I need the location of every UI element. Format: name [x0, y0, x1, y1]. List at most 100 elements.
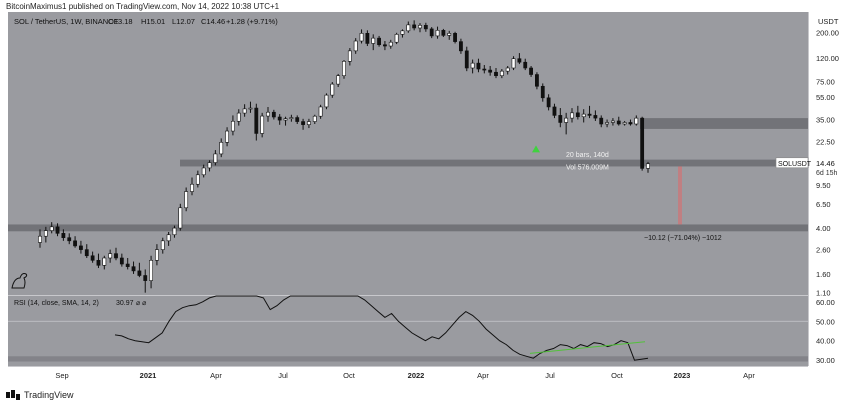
candle-body: [201, 167, 206, 176]
candle-body: [459, 41, 463, 52]
rsi-band: [8, 356, 808, 362]
symbol-tag: [775, 157, 809, 169]
candle-body: [318, 106, 323, 117]
time-tick-label: Apr: [743, 371, 755, 380]
candle-body: [640, 117, 645, 169]
candle-body: [119, 257, 124, 265]
candle-body: [575, 112, 580, 118]
main-panel-background: [8, 12, 808, 295]
candle-body: [207, 162, 212, 169]
candle-body: [266, 111, 270, 117]
candle-body: [125, 263, 130, 267]
tradingview-logo-icon: [6, 390, 20, 400]
rsi-title: RSI (14, close, SMA, 14, 2): [14, 300, 99, 307]
time-tick-label: 2023: [674, 371, 691, 380]
rsi-tick-label: 50.00: [816, 317, 835, 326]
candle-body: [277, 116, 282, 121]
candle-body: [435, 30, 440, 37]
price-axis-currency: USDT: [818, 17, 839, 26]
candle-body: [535, 74, 539, 87]
candle-body: [38, 235, 42, 243]
dino-outline: [11, 273, 28, 289]
horizontal-zone-3: [8, 224, 808, 232]
candle-body: [628, 122, 633, 125]
candle-body: [336, 75, 341, 85]
measure-vol-text: Vol 576.009M: [566, 164, 609, 171]
price-tick-label: 200.00: [816, 28, 839, 37]
candle-body: [90, 255, 95, 261]
symbol-tag-label: SOLUSDT: [778, 161, 812, 168]
candle-body: [400, 30, 405, 35]
candle-body: [611, 120, 615, 123]
ohlc-l: L12.07: [172, 17, 195, 26]
candle-body: [494, 71, 498, 77]
candle-body: [581, 113, 586, 118]
candle-body: [73, 240, 77, 247]
candle-body: [324, 94, 329, 108]
main-price-panel: 20 bars, 140d Vol 576.009M −10.12 (−71.04%…: [8, 12, 809, 366]
rsi-panel-background: [8, 296, 808, 366]
candle-body: [96, 260, 101, 266]
candle-body: [149, 260, 153, 281]
rsi-extra: ⌀ ⌀: [136, 300, 146, 307]
candle-body: [517, 58, 522, 63]
candle-body: [254, 107, 259, 134]
candle-body: [622, 122, 627, 125]
candle-body: [564, 117, 569, 123]
rsi-line: [114, 295, 649, 361]
candle-body: [67, 237, 72, 242]
candle-body: [213, 153, 218, 163]
price-tick-label: 1.60: [816, 270, 831, 279]
candle-body: [593, 115, 598, 119]
candle-body: [260, 115, 265, 134]
candle-body: [523, 61, 528, 69]
price-tick-label: 35.00: [816, 116, 835, 125]
candle-body: [289, 117, 294, 119]
candle-body: [353, 40, 358, 52]
candle-body: [43, 230, 48, 237]
candle-body: [482, 68, 487, 71]
candle-body: [248, 107, 253, 110]
candle-body: [84, 249, 89, 257]
rsi-tick-label: 60.00: [816, 298, 835, 307]
candle-body: [342, 61, 346, 77]
candle-body: [388, 41, 393, 47]
rsi-value: 30.97: [116, 300, 134, 307]
candle-body: [429, 28, 434, 37]
candle-body: [511, 58, 516, 69]
candle-body: [131, 266, 136, 272]
candle-body: [172, 227, 177, 236]
measure-change-text: −10.12 (−71.04%) −1012: [644, 235, 722, 242]
candle-body: [178, 207, 183, 229]
publish-header: BitcoinMaximus1 published on TradingView…: [6, 2, 280, 11]
candle-body: [476, 62, 481, 70]
candle-body: [231, 120, 235, 132]
rsi-divergence-line: [529, 341, 646, 354]
time-tick-label: 2021: [140, 371, 157, 380]
price-tick-label: 1.10: [816, 289, 831, 298]
tradingview-brand: TradingView: [24, 390, 74, 400]
rsi-tick-label: 40.00: [816, 337, 835, 346]
candle-body: [242, 108, 247, 114]
candle-body: [441, 30, 446, 36]
candle-body: [271, 111, 276, 118]
price-tick-label: 75.00: [816, 77, 835, 86]
horizontal-zone-1: [640, 118, 808, 129]
candle-body: [406, 24, 411, 32]
measure-bars-text: 20 bars, 140d: [566, 152, 609, 159]
candle-body: [616, 120, 621, 125]
candle-body: [540, 85, 545, 99]
candle-body: [599, 117, 604, 125]
candle-body: [307, 121, 311, 125]
rsi-axis: 60.00 50.00 40.00 30.00: [816, 298, 835, 365]
candle-body: [283, 118, 288, 121]
candle-body: [55, 226, 60, 234]
time-tick-label: Sep: [55, 371, 68, 380]
candle-body: [529, 67, 533, 75]
price-tick-label: 120.00: [816, 54, 839, 63]
time-tick-label: 2022: [408, 371, 425, 380]
rsi-panel: RSI (14, close, SMA, 14, 2) 30.97 ⌀ ⌀: [8, 295, 808, 366]
candle-body: [190, 183, 194, 192]
candle-body: [102, 257, 107, 266]
